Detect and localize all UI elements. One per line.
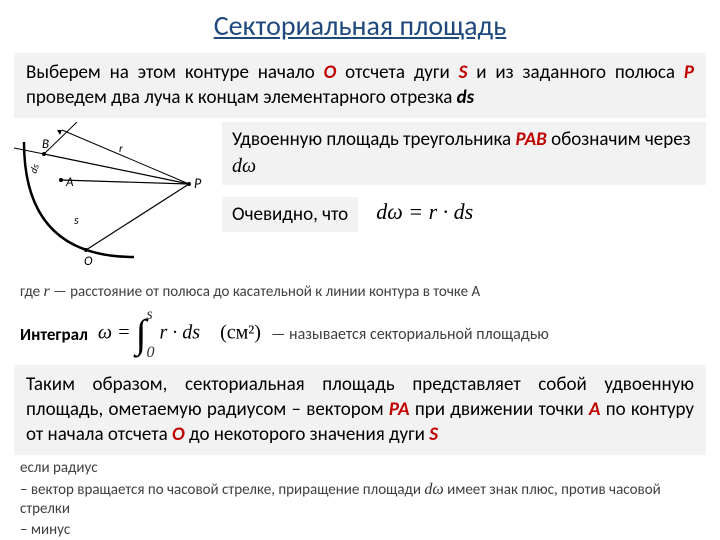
svg-text:A: A: [65, 175, 74, 190]
text: Выберем на этом контуре начало: [26, 61, 324, 84]
symbol-P: Р: [684, 61, 694, 84]
omega-eq: ω =: [98, 322, 131, 344]
footnote-1: если радиус: [20, 459, 700, 478]
text: Удвоенную площадь треугольника: [232, 128, 515, 151]
footnote-3: – минус: [20, 521, 700, 540]
text: до некоторого значения дуги: [185, 423, 429, 446]
integral-sign: ∫: [136, 322, 147, 346]
symbol-PAB: РАВ: [515, 128, 546, 151]
obvious-label: Очевидно, что: [222, 197, 358, 232]
symbol-ds: ds: [457, 86, 475, 109]
text: обозначим через: [547, 128, 691, 151]
svg-text:s: s: [74, 214, 79, 228]
symbol-O: О: [324, 61, 337, 84]
text: — расстояние от полюса до касательной к …: [50, 283, 480, 301]
integral-label: Интеграл: [20, 324, 88, 345]
sector-diagram: P B A O s ds r: [14, 122, 214, 277]
text: отсчета дуги: [336, 61, 458, 84]
int-lower: 0: [147, 345, 155, 361]
symbol-A: А: [589, 398, 601, 421]
conclusion-paragraph: Таким образом, секториальная площадь пре…: [14, 365, 706, 455]
text: где: [20, 283, 44, 301]
svg-text:P: P: [194, 175, 202, 192]
symbol-S2: S: [429, 423, 438, 446]
svg-text:B: B: [42, 137, 49, 152]
page-title: Секториальная площадь: [0, 0, 720, 49]
integral-definition: Интеграл ω = ∫s 0 r · ds (см²) — называет…: [20, 307, 700, 361]
int-upper: s: [147, 307, 155, 323]
symbol-dw2: dω: [424, 481, 443, 498]
svg-text:r: r: [119, 142, 123, 155]
footnote-2: – вектор вращается по часовой стрелке, п…: [20, 480, 700, 519]
intro-paragraph: Выберем на этом контуре начало О отсчета…: [14, 53, 706, 118]
caption-r: где r — расстояние от полюса до касатель…: [20, 283, 700, 301]
svg-text:ds: ds: [27, 162, 42, 175]
symbol-PA: РА: [389, 398, 410, 421]
int-units: (см²): [220, 322, 261, 344]
text: проведем два луча к концам элементарного…: [26, 86, 457, 109]
math-equation: dω = r · ds: [376, 199, 473, 225]
triangle-paragraph: Удвоенную площадь треугольника РАВ обозн…: [222, 122, 706, 185]
int-desc: — называется секториальной площадью: [271, 325, 549, 344]
math-dw: dω: [232, 155, 256, 177]
int-body: r · ds: [160, 322, 201, 344]
symbol-O2: О: [172, 423, 185, 446]
text: – вектор вращается по часовой стрелке, п…: [20, 481, 424, 499]
text: при движении точки: [410, 398, 589, 421]
svg-text:O: O: [84, 254, 93, 269]
text: и из заданного полюса: [467, 61, 683, 84]
